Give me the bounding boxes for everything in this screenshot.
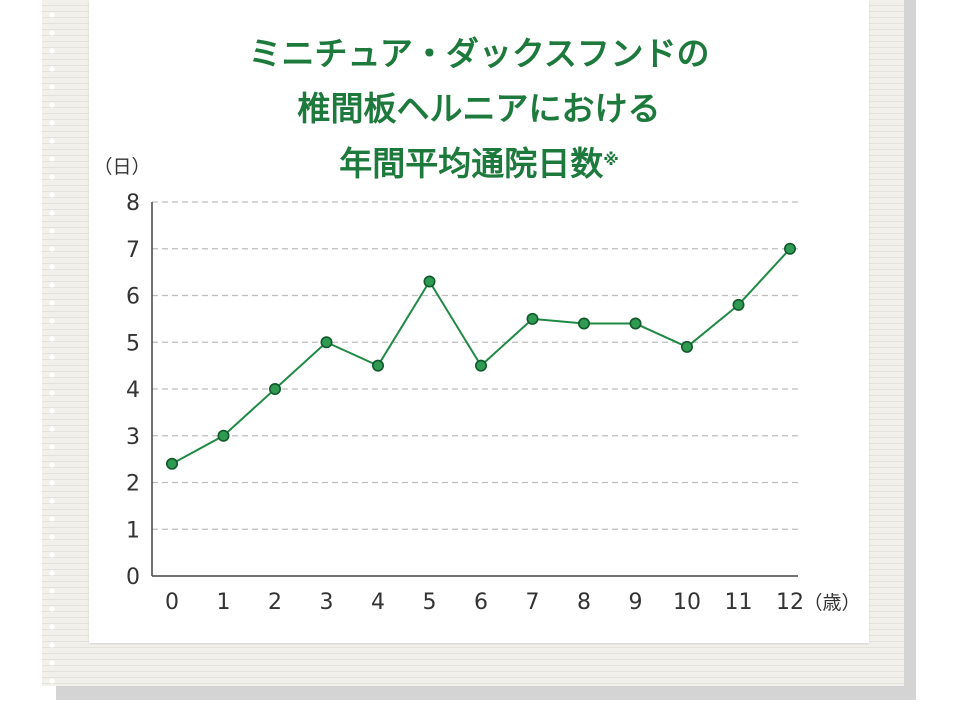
title-note-mark: ※ [603, 150, 619, 169]
grid-lines [152, 201, 798, 530]
x-tick-labels: 0 1 2 3 4 5 6 7 8 9 10 11 12 [165, 590, 804, 615]
data-point [526, 312, 539, 325]
y-tick-label: 6 [126, 285, 140, 310]
axes [151, 202, 798, 577]
title-line-1: ミニチュア・ダックスフンドの [248, 34, 710, 73]
y-tick-label: 3 [126, 425, 140, 450]
data-point [268, 382, 281, 395]
y-tick-label: 4 [126, 378, 140, 403]
data-point [783, 242, 796, 255]
chart-card [89, 0, 869, 643]
x-tick-label: 11 [725, 590, 753, 615]
x-axis-unit-label: （歳） [803, 592, 860, 614]
x-tick-label: 10 [673, 590, 701, 615]
data-point [320, 336, 333, 349]
x-tick-label: 6 [474, 590, 488, 615]
x-tick-label: 0 [165, 590, 179, 615]
y-tick-labels: 0 1 2 3 4 5 6 7 8 [126, 191, 140, 590]
title-line-3: 年間平均通院日数※ [89, 136, 869, 191]
data-point [577, 317, 590, 330]
x-tick-label: 8 [577, 590, 591, 615]
y-tick-label: 2 [126, 472, 140, 497]
chart-title: ミニチュア・ダックスフンドの 椎間板ヘルニアにおける 年間平均通院日数※ [89, 26, 869, 191]
x-tick-label: 9 [629, 590, 643, 615]
data-point [371, 359, 384, 372]
y-tick-label: 5 [126, 331, 140, 356]
x-tick-label: 3 [320, 590, 334, 615]
x-tick-label: 4 [371, 590, 385, 615]
data-point [423, 275, 436, 288]
data-point [680, 340, 693, 353]
series-line [171, 248, 791, 465]
y-tick-label: 7 [126, 238, 140, 263]
y-tick-label: 1 [126, 518, 140, 543]
data-point [166, 457, 179, 470]
data-point [474, 359, 487, 372]
data-point [629, 317, 642, 330]
data-point [217, 429, 230, 442]
x-tick-label: 1 [217, 590, 231, 615]
x-tick-label: 5 [423, 590, 437, 615]
series-visits [166, 242, 796, 470]
data-point [732, 298, 745, 311]
y-tick-label: 0 [126, 565, 140, 590]
x-tick-label: 7 [526, 590, 540, 615]
title-line-3-text: 年間平均通院日数 [339, 144, 604, 183]
x-tick-label: 12 [776, 590, 804, 615]
title-line-2: 椎間板ヘルニアにおける [297, 89, 661, 128]
y-tick-label: 8 [126, 191, 140, 216]
notepad-binding-holes [48, 0, 56, 686]
y-axis-unit-label: （日） [93, 156, 150, 178]
x-tick-label: 2 [268, 590, 282, 615]
